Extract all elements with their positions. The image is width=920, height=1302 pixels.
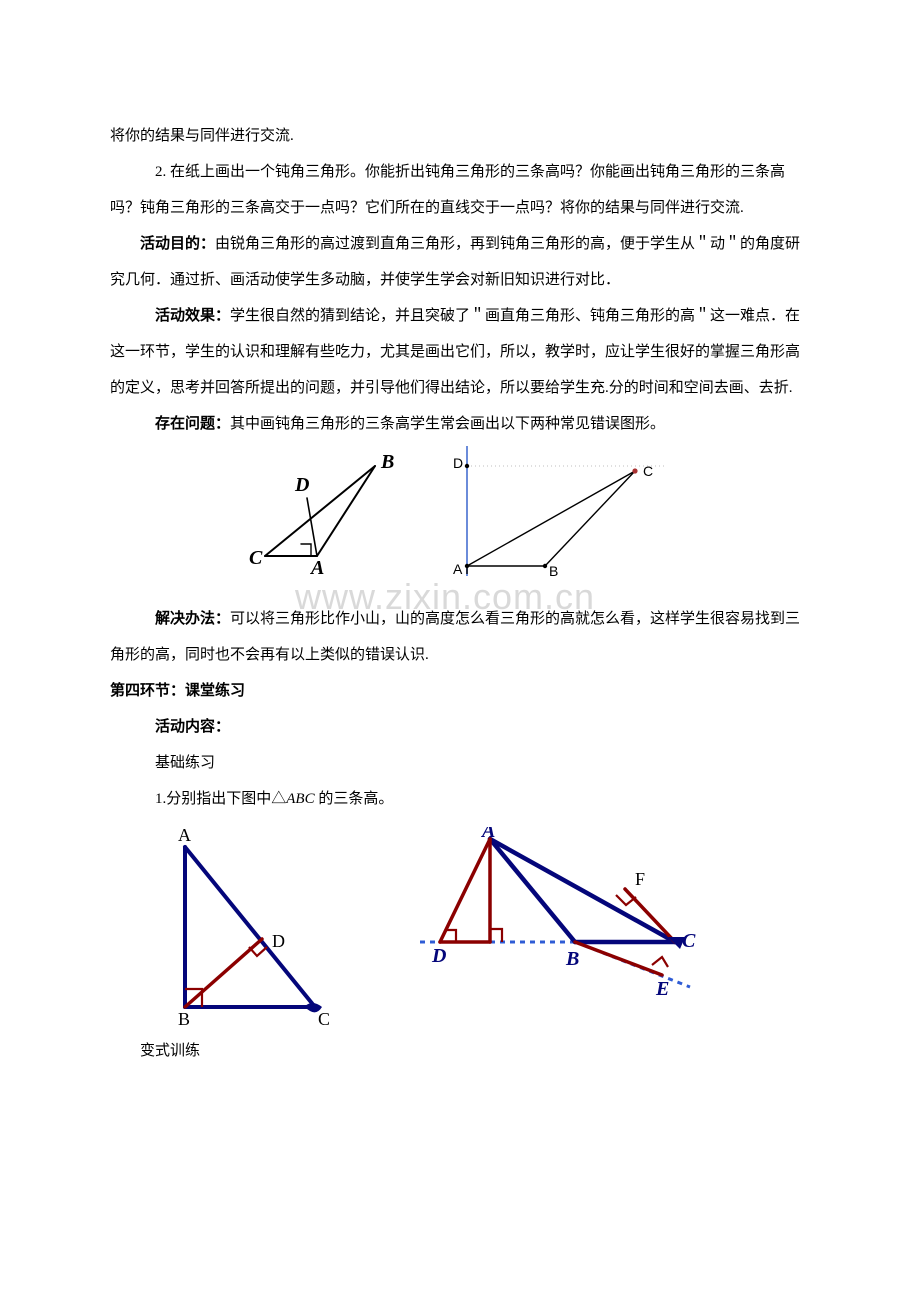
section-header: 第四环节：课堂练习 bbox=[110, 673, 810, 709]
paragraph-q2: 2. 在纸上画出一个钝角三角形。你能折出钝角三角形的三条高吗？你能画出钝角三角形… bbox=[110, 154, 810, 226]
point-e-label: E bbox=[655, 978, 669, 1000]
point-a-label: A bbox=[178, 827, 191, 845]
figure-error-right: D C A B bbox=[435, 446, 675, 591]
label-problem: 存在问题： bbox=[155, 416, 230, 432]
label-purpose: 活动目的： bbox=[140, 236, 215, 252]
q1-abc: ABC bbox=[286, 791, 314, 807]
figure-row-answers: A D B C bbox=[150, 827, 810, 1027]
q1-suffix: 的三条高。 bbox=[315, 791, 394, 807]
point-a-label: A bbox=[480, 827, 495, 842]
figure-error-left: B D C A www.zixin.com.cn bbox=[245, 446, 405, 591]
label-basic-practice: 基础练习 bbox=[110, 745, 810, 781]
label-variant-training: 变式训练 bbox=[110, 1033, 810, 1069]
point-b-label: B bbox=[380, 451, 394, 473]
point-c-label: C bbox=[643, 463, 653, 479]
point-c-label: C bbox=[682, 930, 696, 952]
paragraph-purpose: 活动目的：由锐角三角形的高过渡到直角三角形，再到钝角三角形的高，便于学生从＂动＂… bbox=[110, 226, 810, 298]
point-b-label: B bbox=[565, 948, 579, 970]
point-d-label: D bbox=[453, 455, 463, 471]
figure-row-errors: B D C A www.zixin.com.cn bbox=[110, 446, 810, 591]
point-b-label: B bbox=[549, 563, 558, 579]
point-d-label: D bbox=[431, 945, 446, 967]
label-solution: 解决办法： bbox=[155, 611, 230, 627]
paragraph-problem: 存在问题：其中画钝角三角形的三条高学生常会画出以下两种常见错误图形。 bbox=[110, 406, 810, 442]
point-f-label: F bbox=[635, 869, 645, 889]
paragraph-share: 将你的结果与同伴进行交流. bbox=[110, 118, 810, 154]
paragraph-effect: 活动效果：学生很自然的猜到结论，并且突破了＂画直角三角形、钝角三角形的高＂这一难… bbox=[110, 298, 810, 406]
figure-answer-right: A F D B C E bbox=[410, 827, 710, 1027]
label-effect: 活动效果： bbox=[155, 308, 230, 324]
label-activity-content: 活动内容： bbox=[110, 709, 810, 745]
point-c-label: C bbox=[318, 1009, 330, 1027]
q1-prefix: 1.分别指出下图中△ bbox=[155, 791, 286, 807]
point-d-label: D bbox=[294, 474, 309, 496]
point-b-label: B bbox=[178, 1009, 190, 1027]
figure-answer-left: A D B C bbox=[150, 827, 340, 1027]
point-a-label: A bbox=[453, 561, 463, 577]
point-c-label: C bbox=[249, 547, 263, 569]
point-d-label: D bbox=[272, 931, 285, 951]
text-problem: 其中画钝角三角形的三条高学生常会画出以下两种常见错误图形。 bbox=[230, 416, 665, 432]
question-1: 1.分别指出下图中△ABC 的三条高。 bbox=[110, 781, 810, 817]
